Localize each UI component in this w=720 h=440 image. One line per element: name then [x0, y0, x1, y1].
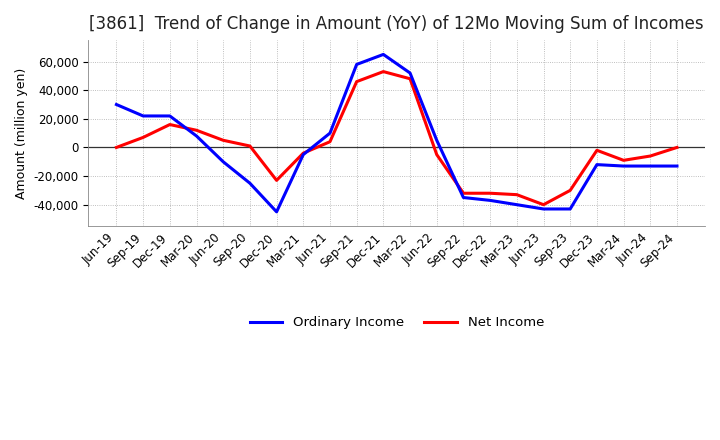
Net Income — [619, 158, 628, 163]
Line: Net Income: Net Income — [117, 72, 677, 205]
Net Income — [299, 150, 307, 156]
Ordinary Income — [219, 159, 228, 165]
Ordinary Income — [406, 70, 415, 76]
Ordinary Income — [619, 163, 628, 169]
Ordinary Income — [325, 131, 334, 136]
Legend: Ordinary Income, Net Income: Ordinary Income, Net Income — [244, 311, 549, 334]
Ordinary Income — [539, 206, 548, 212]
Net Income — [539, 202, 548, 207]
Title: [3861]  Trend of Change in Amount (YoY) of 12Mo Moving Sum of Incomes: [3861] Trend of Change in Amount (YoY) o… — [89, 15, 704, 33]
Net Income — [646, 154, 654, 159]
Ordinary Income — [593, 162, 601, 167]
Ordinary Income — [672, 163, 681, 169]
Ordinary Income — [272, 209, 281, 214]
Net Income — [246, 143, 254, 149]
Net Income — [352, 79, 361, 84]
Net Income — [672, 145, 681, 150]
Net Income — [192, 128, 201, 133]
Ordinary Income — [166, 114, 174, 119]
Ordinary Income — [379, 52, 387, 57]
Net Income — [406, 76, 415, 81]
Net Income — [459, 191, 468, 196]
Ordinary Income — [433, 138, 441, 143]
Ordinary Income — [486, 198, 495, 203]
Ordinary Income — [139, 114, 148, 119]
Ordinary Income — [513, 202, 521, 207]
Ordinary Income — [646, 163, 654, 169]
Net Income — [219, 138, 228, 143]
Net Income — [593, 148, 601, 153]
Net Income — [566, 188, 575, 193]
Ordinary Income — [246, 180, 254, 186]
Net Income — [272, 178, 281, 183]
Ordinary Income — [112, 102, 121, 107]
Y-axis label: Amount (million yen): Amount (million yen) — [15, 67, 28, 199]
Line: Ordinary Income: Ordinary Income — [117, 55, 677, 212]
Net Income — [139, 135, 148, 140]
Ordinary Income — [352, 62, 361, 67]
Net Income — [486, 191, 495, 196]
Ordinary Income — [192, 133, 201, 139]
Net Income — [513, 192, 521, 197]
Ordinary Income — [566, 206, 575, 212]
Ordinary Income — [459, 195, 468, 200]
Net Income — [166, 122, 174, 127]
Ordinary Income — [299, 152, 307, 157]
Net Income — [379, 69, 387, 74]
Net Income — [112, 145, 121, 150]
Net Income — [433, 152, 441, 157]
Net Income — [325, 139, 334, 144]
